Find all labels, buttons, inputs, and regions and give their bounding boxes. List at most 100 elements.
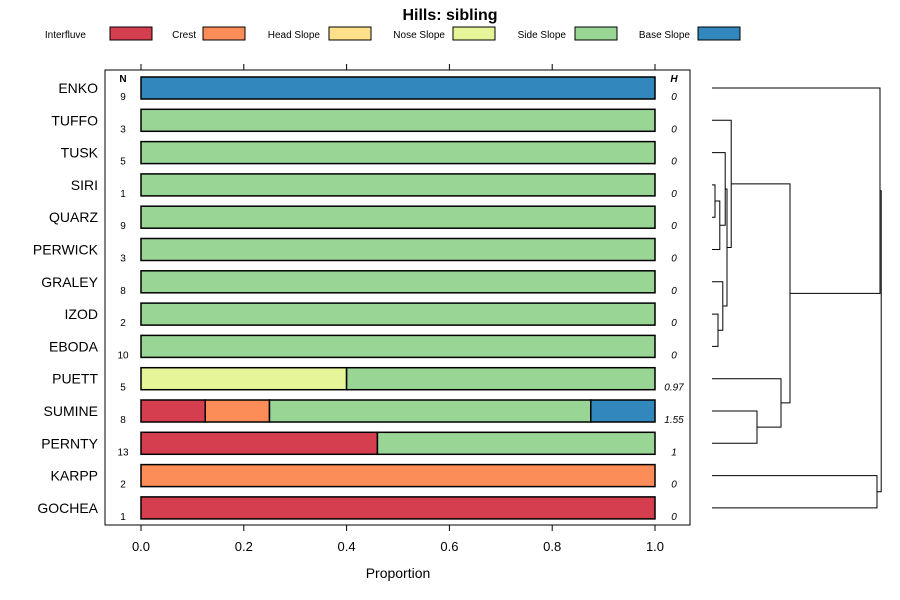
dendrogram-branch	[712, 200, 721, 250]
bar-segment-side-slope	[140, 205, 656, 229]
row-label: TUSK	[61, 145, 99, 161]
h-value: 0	[671, 189, 677, 200]
bar-segment-crest	[140, 463, 656, 488]
h-value: 0	[671, 350, 677, 361]
n-value: 9	[120, 221, 126, 232]
bar-segment-base-slope	[590, 399, 656, 423]
bar-segment-side-slope	[140, 270, 656, 294]
row-gochea: GOCHEA 1 0	[37, 496, 677, 523]
row-label: SIRI	[71, 177, 98, 193]
h-value: 0	[671, 92, 677, 103]
row-siri: SIRI 1 0	[71, 173, 677, 200]
x-tick-label: 0.2	[235, 539, 253, 554]
row-label: TUFFO	[51, 112, 98, 128]
legend: Interfluve Crest Head Slope Nose Slope Side …	[45, 26, 741, 41]
row-perwick: PERWICK 3 0	[33, 237, 677, 265]
bar-segment-side-slope	[376, 431, 656, 456]
bar-segment-side-slope	[140, 237, 656, 262]
dendrogram-branch	[712, 313, 719, 347]
bar-segment-side-slope	[140, 140, 656, 165]
n-value: 3	[120, 254, 126, 265]
n-value: 5	[120, 157, 126, 168]
legend-label-interfluve: Interfluve	[45, 30, 87, 41]
bar-segment-nose-slope	[140, 366, 348, 391]
x-tick-label: 0.8	[543, 539, 561, 554]
row-label: PERWICK	[33, 242, 99, 258]
dendrogram-branch	[712, 184, 716, 218]
row-izod: IZOD 2 0	[65, 302, 677, 329]
bar-segment-side-slope	[140, 302, 656, 326]
legend-label-head-slope: Head Slope	[268, 30, 321, 41]
row-tuffo: TUFFO 3 0	[51, 108, 677, 135]
n-value: 2	[120, 480, 126, 491]
legend-label-crest: Crest	[172, 30, 196, 41]
h-value: 1.55	[664, 415, 684, 426]
n-value: 3	[120, 124, 126, 135]
n-header: N	[119, 74, 126, 85]
row-label: IZOD	[65, 306, 98, 322]
row-label: GOCHEA	[37, 500, 98, 516]
row-puett: PUETT 5 0.97	[52, 366, 684, 394]
row-eboda: EBODA 10 0	[49, 334, 677, 361]
bar-segment-interfluve	[140, 496, 656, 520]
dendrogram-branch	[712, 410, 758, 444]
h-value: 0.97	[664, 383, 684, 394]
h-value: 0	[671, 157, 677, 168]
row-label: ENKO	[58, 80, 98, 96]
chart-title: Hills: sibling	[402, 7, 497, 24]
dendrogram-branch	[712, 378, 782, 428]
x-axis-title: Proportion	[366, 565, 431, 581]
n-value: 5	[120, 383, 126, 394]
n-value: 8	[120, 415, 126, 426]
h-value: 0	[671, 254, 677, 265]
bar-segment-crest	[204, 399, 271, 423]
n-value: 13	[117, 447, 129, 458]
dendrogram-branch	[712, 119, 732, 248]
row-tusk: TUSK 5 0	[61, 140, 677, 168]
legend-swatch-head-slope	[328, 26, 372, 41]
bar-area: ENKO 9 0 TUFFO 3 0 TUSK 5 0 SIRI 1 0 QUARZ 9 0 PERWICK 3…	[33, 76, 684, 523]
dendrogram-branch	[712, 475, 878, 509]
n-value: 1	[120, 189, 126, 200]
dendrogram-branch	[731, 183, 791, 404]
h-value: 0	[671, 512, 677, 523]
bar-segment-side-slope	[140, 108, 656, 133]
row-label: PUETT	[52, 371, 98, 387]
row-graley: GRALEY 8 0	[41, 270, 677, 297]
bar-segment-base-slope	[140, 76, 656, 100]
h-value: 0	[671, 221, 677, 232]
h-value: 0	[671, 286, 677, 297]
dendrogram-branch	[712, 87, 881, 294]
h-value: 0	[671, 318, 677, 329]
h-value: 0	[671, 480, 677, 491]
h-header: H	[670, 74, 678, 85]
row-label: SUMINE	[44, 403, 98, 419]
legend-swatch-crest	[202, 26, 246, 41]
h-value: 0	[671, 124, 677, 135]
legend-label-base-slope: Base Slope	[639, 30, 691, 41]
row-karpp: KARPP 2 0	[51, 463, 677, 491]
n-value: 8	[120, 286, 126, 297]
x-axis: 0.0 0.2 0.4 0.6 0.8 1.0	[132, 64, 664, 554]
n-value: 2	[120, 318, 126, 329]
bar-segment-interfluve	[140, 431, 379, 456]
row-label: PERNTY	[41, 435, 98, 451]
x-tick-label: 0.4	[338, 539, 356, 554]
legend-swatch-side-slope	[574, 26, 618, 41]
bar-segment-interfluve	[140, 399, 206, 423]
legend-swatch-interfluve	[109, 26, 153, 41]
bar-segment-side-slope	[268, 399, 592, 423]
bar-segment-side-slope	[140, 334, 656, 359]
row-label: GRALEY	[41, 274, 98, 290]
h-value: 1	[671, 447, 677, 458]
row-sumine: SUMINE 8 1.55	[44, 399, 684, 426]
x-tick-label: 1.0	[646, 539, 664, 554]
legend-swatch-nose-slope	[452, 26, 496, 41]
row-label: EBODA	[49, 338, 99, 354]
n-value: 1	[120, 512, 126, 523]
row-label: QUARZ	[49, 209, 98, 225]
x-tick-label: 0.0	[132, 539, 150, 554]
n-value: 9	[120, 92, 126, 103]
row-quarz: QUARZ 9 0	[49, 205, 677, 232]
